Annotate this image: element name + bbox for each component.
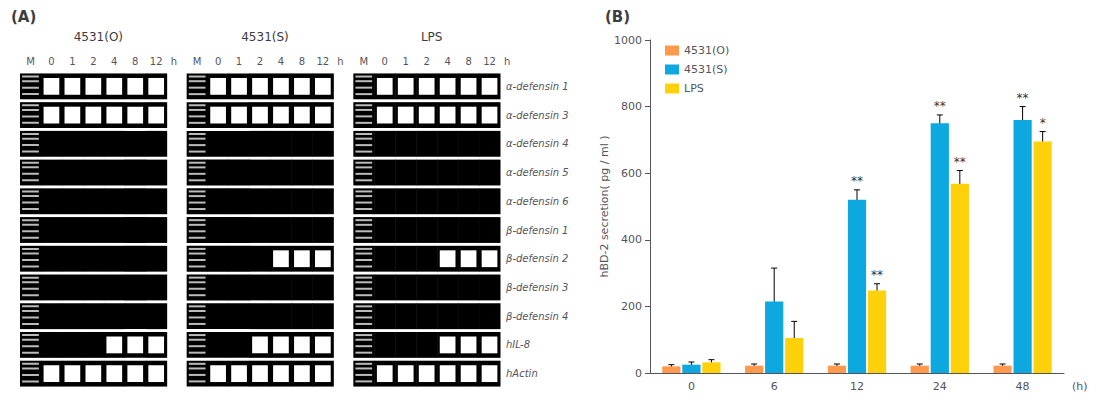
svg-text:6: 6 [771,380,778,393]
svg-text:LPS: LPS [684,82,704,95]
svg-text:**: ** [871,268,883,282]
svg-text:h: h [171,56,177,67]
svg-text:**: ** [934,99,946,113]
svg-text:24: 24 [933,380,947,393]
svg-text:α-defensin 5: α-defensin 5 [506,167,569,178]
svg-text:2: 2 [257,56,263,67]
svg-text:M: M [26,56,35,67]
svg-text:0: 0 [48,56,54,67]
svg-text:(A): (A) [11,8,36,26]
svg-text:LPS: LPS [421,30,443,44]
svg-text:2: 2 [90,56,96,67]
svg-text:α-defensin 6: α-defensin 6 [506,196,569,207]
svg-text:*: * [1040,116,1046,130]
svg-text:M: M [193,56,202,67]
svg-text:200: 200 [621,300,642,313]
svg-text:hBD-2 secretion( pg / ml ): hBD-2 secretion( pg / ml ) [598,135,611,277]
svg-text:(B): (B) [605,8,630,26]
svg-text:h: h [504,56,510,67]
svg-text:β-defensin 1: β-defensin 1 [505,225,568,236]
svg-text:48: 48 [1016,380,1030,393]
svg-text:600: 600 [621,167,642,180]
svg-text:M: M [359,56,368,67]
svg-text:4531(O): 4531(O) [684,44,729,57]
svg-text:2: 2 [423,56,429,67]
svg-text:0: 0 [382,56,388,67]
svg-text:1: 1 [236,56,242,67]
svg-text:12: 12 [316,56,329,67]
svg-text:**: ** [851,174,863,188]
svg-text:α-defensin 4: α-defensin 4 [506,138,569,149]
svg-text:**: ** [954,155,966,169]
svg-text:1: 1 [403,56,409,67]
svg-text:α-defensin 1: α-defensin 1 [506,81,569,92]
svg-text:β-defensin 2: β-defensin 2 [505,253,568,264]
svg-text:4531(S): 4531(S) [684,63,728,76]
svg-text:12: 12 [150,56,163,67]
svg-text:h: h [337,56,343,67]
svg-text:1: 1 [69,56,75,67]
svg-text:4531(S): 4531(S) [241,30,289,44]
svg-text:4: 4 [444,56,450,67]
svg-text:8: 8 [465,56,471,67]
svg-text:1000: 1000 [614,34,642,47]
svg-text:4: 4 [111,56,117,67]
svg-text:0: 0 [215,56,221,67]
svg-text:**: ** [1017,91,1029,105]
svg-text:8: 8 [132,56,138,67]
svg-text:β-defensin 4: β-defensin 4 [505,311,568,322]
svg-text:12: 12 [850,380,864,393]
svg-text:hIL-8: hIL-8 [506,339,530,350]
svg-text:4531(O): 4531(O) [74,30,123,44]
svg-text:0: 0 [688,380,695,393]
svg-text:400: 400 [621,233,642,246]
svg-text:(h): (h) [1072,380,1088,393]
svg-text:β-defensin 3: β-defensin 3 [505,282,568,293]
svg-text:4: 4 [278,56,284,67]
svg-text:hActin: hActin [506,368,538,379]
svg-text:α-defensin 3: α-defensin 3 [506,110,569,121]
svg-text:8: 8 [299,56,305,67]
svg-text:800: 800 [621,100,642,113]
svg-text:0: 0 [635,367,642,380]
svg-text:12: 12 [483,56,496,67]
